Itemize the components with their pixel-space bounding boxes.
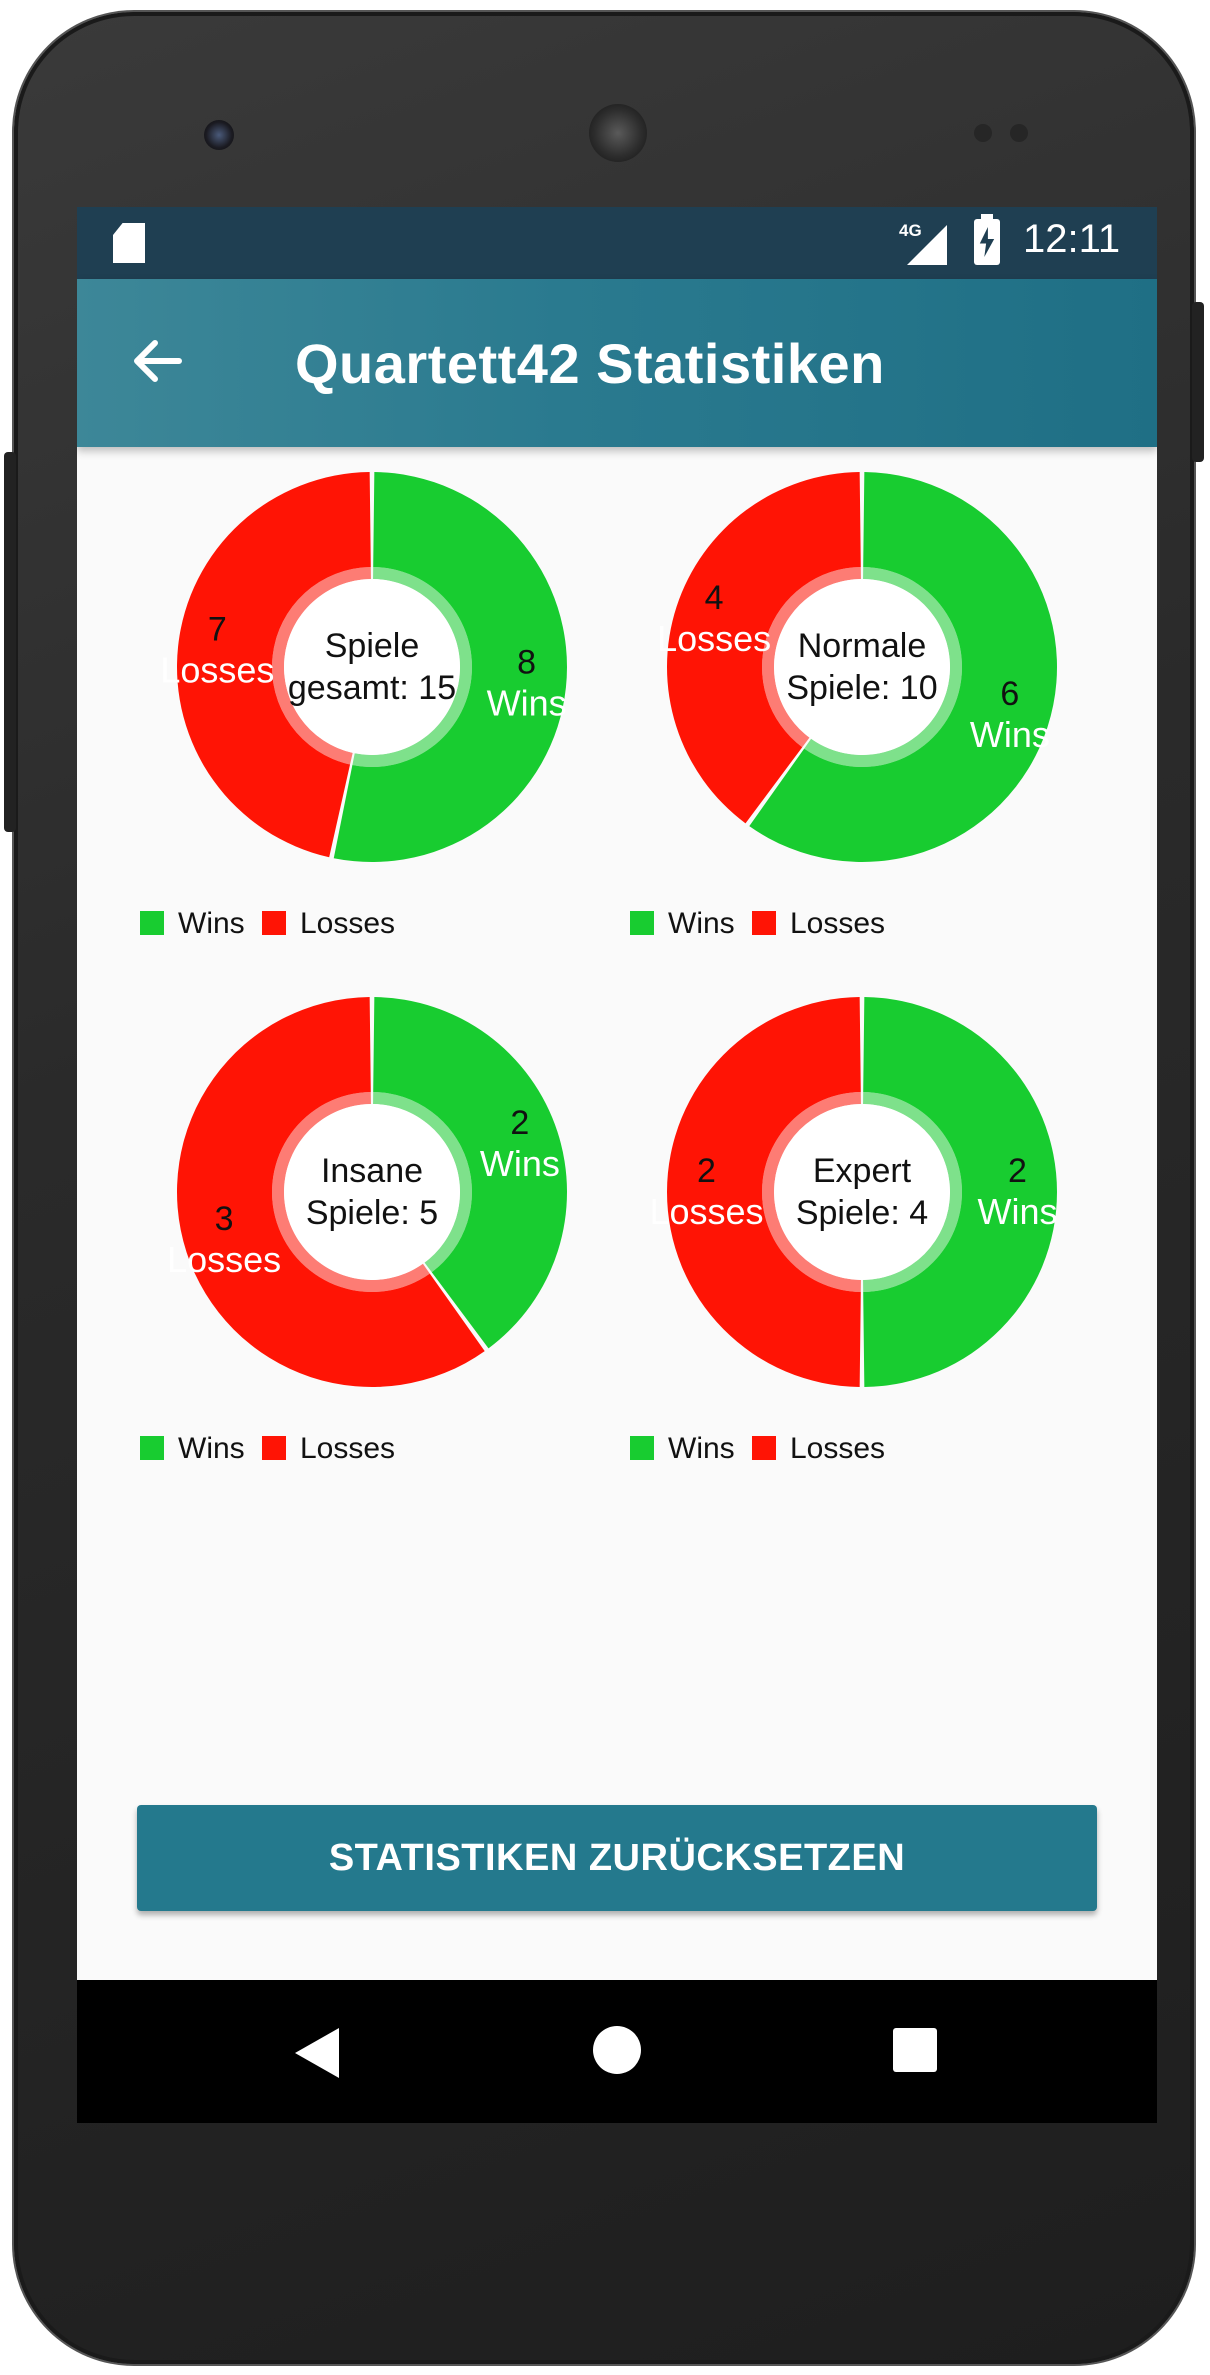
legend-losses-swatch xyxy=(752,1436,776,1460)
center-label-line2: Spiele: 4 xyxy=(796,1194,928,1232)
slice-name-label: Losses xyxy=(657,618,771,659)
nav-back-icon[interactable] xyxy=(295,2028,339,2078)
slice-value-label: 3 xyxy=(215,1200,234,1238)
power-button xyxy=(1192,302,1204,462)
donut-hole xyxy=(774,1104,950,1280)
legend-losses-swatch xyxy=(262,911,286,935)
legend-wins-label: Wins xyxy=(668,907,735,940)
slice-name-label: Wins xyxy=(970,714,1050,755)
legend-wins-swatch xyxy=(630,1436,654,1460)
app-bar: Quartett42 Statistiken xyxy=(77,279,1157,447)
legend-wins-label: Wins xyxy=(178,907,245,940)
volume-button xyxy=(4,452,16,832)
battery-charging-icon xyxy=(974,219,1000,265)
light-sensor xyxy=(1010,124,1028,142)
center-label-line1: Spiele xyxy=(325,627,420,665)
legend-losses-swatch xyxy=(752,911,776,935)
legend-losses-swatch xyxy=(262,1436,286,1460)
slice-name-label: Losses xyxy=(649,1191,763,1232)
back-arrow-icon[interactable] xyxy=(127,331,187,391)
slice-value-label: 6 xyxy=(1000,675,1019,713)
slice-value-label: 2 xyxy=(510,1104,529,1142)
center-label-line1: Normale xyxy=(798,627,926,665)
slice-name-label: Wins xyxy=(978,1191,1058,1232)
chart-legend: Wins Losses xyxy=(630,1432,885,1465)
center-label-line2: gesamt: 15 xyxy=(288,669,456,707)
slice-name-label: Wins xyxy=(480,1143,560,1184)
phone-frame: 4G 12:11 Quartett42 Statistiken 8 Wins 7 Lo… xyxy=(14,12,1194,2364)
slice-name-label: Losses xyxy=(167,1239,281,1280)
chart-legend: Wins Losses xyxy=(630,907,885,940)
legend-wins-swatch xyxy=(140,911,164,935)
earpiece-speaker xyxy=(589,104,647,162)
legend-losses-label: Losses xyxy=(300,907,395,940)
center-label-line2: Spiele: 5 xyxy=(306,1194,438,1232)
slice-value-label: 2 xyxy=(697,1152,716,1190)
legend-wins-label: Wins xyxy=(668,1432,735,1465)
navigation-bar xyxy=(77,1980,1157,2123)
proximity-sensor xyxy=(974,124,992,142)
sd-card-icon xyxy=(113,223,145,263)
donut-hole xyxy=(284,579,460,755)
page-title: Quartett42 Statistiken xyxy=(295,331,885,396)
slice-value-label: 2 xyxy=(1008,1152,1027,1190)
reset-statistics-button[interactable]: STATISTIKEN ZURÜCKSETZEN xyxy=(137,1805,1097,1911)
nav-recents-icon[interactable] xyxy=(893,2028,937,2072)
legend-losses-label: Losses xyxy=(300,1432,395,1465)
front-camera xyxy=(204,120,234,150)
center-label-line1: Insane xyxy=(321,1152,423,1190)
slice-value-label: 7 xyxy=(208,611,227,649)
nav-home-icon[interactable] xyxy=(593,2026,641,2074)
legend-losses-label: Losses xyxy=(790,1432,885,1465)
center-label-line1: Expert xyxy=(813,1152,912,1190)
status-clock: 12:11 xyxy=(1023,217,1120,262)
legend-wins-swatch xyxy=(630,911,654,935)
screen: 4G 12:11 Quartett42 Statistiken 8 Wins 7 Lo… xyxy=(77,207,1157,2123)
center-label-line2: Spiele: 10 xyxy=(786,669,937,707)
slice-name-label: Wins xyxy=(487,682,567,723)
chart-legend: Wins Losses xyxy=(140,1432,395,1465)
slice-name-label: Losses xyxy=(160,650,274,691)
legend-wins-label: Wins xyxy=(178,1432,245,1465)
legend-losses-label: Losses xyxy=(790,907,885,940)
chart-legend: Wins Losses xyxy=(140,907,395,940)
slice-value-label: 8 xyxy=(517,643,536,681)
donut-hole xyxy=(284,1104,460,1280)
legend-wins-swatch xyxy=(140,1436,164,1460)
signal-icon xyxy=(907,225,947,265)
slice-value-label: 4 xyxy=(705,579,724,617)
status-bar: 4G 12:11 xyxy=(77,207,1157,279)
donut-hole xyxy=(774,579,950,755)
